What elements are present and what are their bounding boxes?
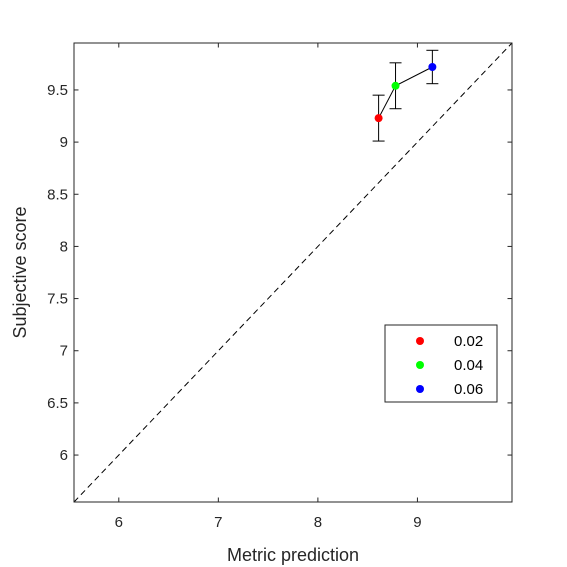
x-axis-label: Metric prediction bbox=[227, 545, 359, 565]
legend-label: 0.02 bbox=[454, 333, 483, 350]
tick-labels: 6 7 8 9 6 6.5 7 7.5 8 8.5 9 9.5 bbox=[47, 82, 421, 531]
y-axis-label: Subjective score bbox=[10, 206, 30, 338]
x-tick-label: 7 bbox=[214, 514, 222, 531]
legend-marker bbox=[416, 337, 424, 345]
data-point bbox=[391, 81, 400, 90]
legend: 0.02 0.04 0.06 bbox=[384, 324, 498, 403]
y-tick-label: 8 bbox=[60, 238, 68, 255]
data-points bbox=[374, 62, 437, 123]
y-tick-label: 6.5 bbox=[47, 395, 68, 412]
y-tick-label: 7 bbox=[60, 343, 68, 360]
identity-line bbox=[73, 42, 513, 503]
legend-label: 0.06 bbox=[454, 381, 483, 398]
data-point bbox=[428, 62, 437, 71]
y-tick-label: 6 bbox=[60, 447, 68, 464]
x-tick-label: 8 bbox=[314, 514, 322, 531]
axis-ticks bbox=[74, 43, 512, 502]
y-tick-label: 9.5 bbox=[47, 82, 68, 99]
plot-frame bbox=[73, 42, 513, 503]
y-tick-label: 8.5 bbox=[47, 186, 68, 203]
x-tick-label: 9 bbox=[413, 514, 421, 531]
x-tick-label: 6 bbox=[115, 514, 123, 531]
data-point bbox=[374, 114, 383, 123]
identity-line-group bbox=[73, 42, 513, 503]
legend-marker bbox=[416, 361, 424, 369]
legend-box bbox=[384, 324, 498, 403]
legend-marker bbox=[416, 385, 424, 393]
y-tick-label: 7.5 bbox=[47, 291, 68, 308]
y-tick-label: 9 bbox=[60, 134, 68, 151]
legend-label: 0.04 bbox=[454, 357, 483, 374]
